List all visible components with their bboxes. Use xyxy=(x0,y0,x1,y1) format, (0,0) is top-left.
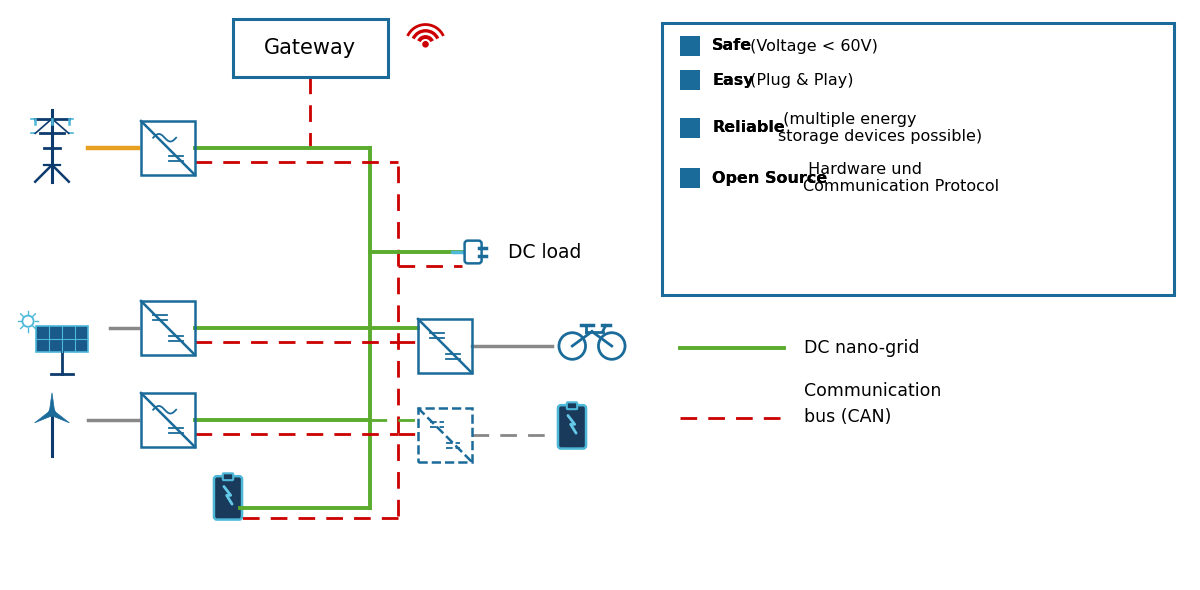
Text: Easy (Plug & Play): Easy (Plug & Play) xyxy=(712,73,858,87)
FancyBboxPatch shape xyxy=(662,23,1174,295)
FancyBboxPatch shape xyxy=(214,476,242,520)
FancyBboxPatch shape xyxy=(223,473,233,480)
Text: Easy: Easy xyxy=(712,73,754,87)
Polygon shape xyxy=(49,393,55,413)
Text: Communication
bus (CAN): Communication bus (CAN) xyxy=(804,382,941,425)
Text: Safe: Safe xyxy=(712,38,752,54)
Text: Safe: Safe xyxy=(712,38,752,54)
Bar xyxy=(680,118,700,138)
Text: DC nano-grid: DC nano-grid xyxy=(804,339,919,357)
FancyBboxPatch shape xyxy=(566,402,577,409)
FancyBboxPatch shape xyxy=(464,241,481,263)
Text: Safe (Voltage < 60V): Safe (Voltage < 60V) xyxy=(712,38,881,54)
Bar xyxy=(680,70,700,90)
Text: Open Source Hardware und
Communication Protocol: Open Source Hardware und Communication P… xyxy=(712,162,934,194)
Bar xyxy=(680,168,700,188)
Polygon shape xyxy=(35,411,54,423)
Text: (Plug & Play): (Plug & Play) xyxy=(745,73,853,87)
Circle shape xyxy=(49,409,55,416)
Text: (multiple energy
storage devices possible): (multiple energy storage devices possibl… xyxy=(779,112,983,144)
Text: Hardware und
Communication Protocol: Hardware und Communication Protocol xyxy=(803,162,1000,194)
Text: Easy: Easy xyxy=(712,73,754,87)
Text: Reliable (multiple energy
storage devices possible): Reliable (multiple energy storage device… xyxy=(712,112,916,144)
FancyBboxPatch shape xyxy=(233,19,388,77)
Text: Reliable: Reliable xyxy=(712,120,785,136)
Polygon shape xyxy=(36,326,88,352)
Polygon shape xyxy=(50,411,70,423)
Bar xyxy=(680,36,700,56)
Text: Open Source: Open Source xyxy=(712,171,827,185)
Text: DC load: DC load xyxy=(508,242,581,261)
Text: (Voltage < 60V): (Voltage < 60V) xyxy=(745,38,878,54)
Circle shape xyxy=(422,42,428,47)
Text: Reliable: Reliable xyxy=(712,120,785,136)
Text: Gateway: Gateway xyxy=(264,38,356,58)
FancyBboxPatch shape xyxy=(558,405,586,448)
Text: Open Source: Open Source xyxy=(712,171,827,185)
